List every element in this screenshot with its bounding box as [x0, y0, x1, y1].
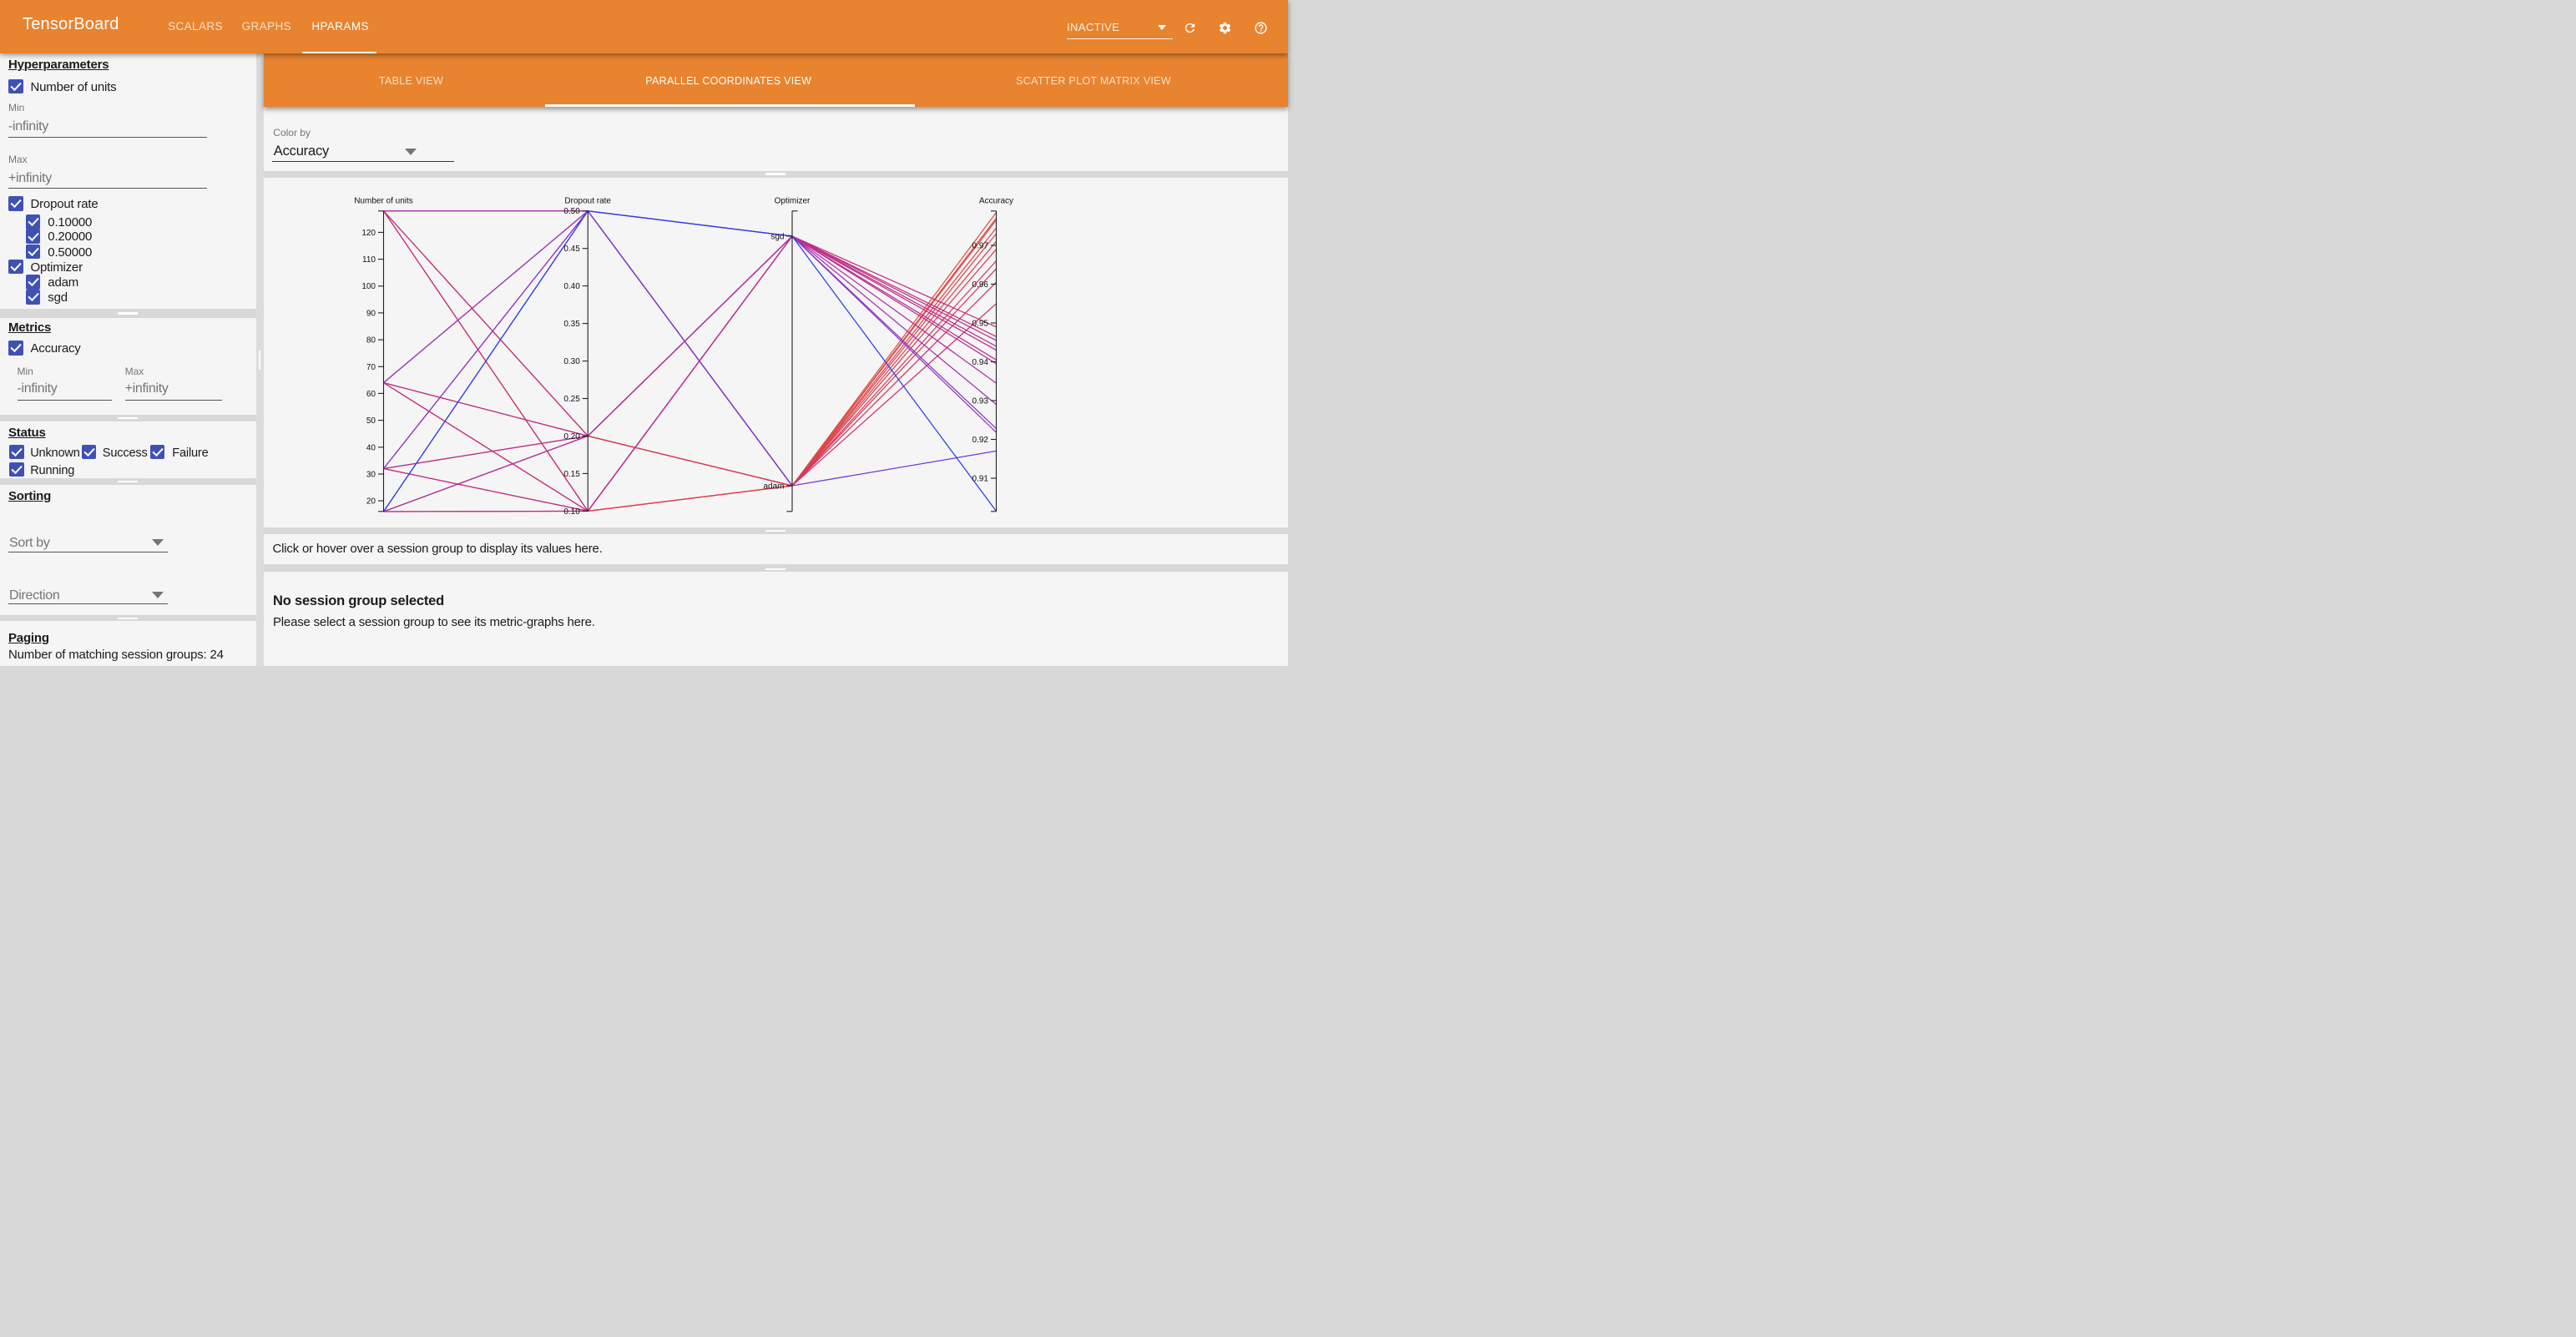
- svg-text:Dropout rate: Dropout rate: [564, 196, 611, 205]
- svg-text:0.35: 0.35: [563, 320, 580, 329]
- svg-text:100: 100: [361, 282, 376, 291]
- svg-text:0.25: 0.25: [563, 395, 580, 404]
- svg-text:Accuracy: Accuracy: [978, 196, 1013, 205]
- svg-text:0.93: 0.93: [972, 396, 988, 406]
- svg-text:20: 20: [366, 497, 376, 506]
- svg-text:30: 30: [366, 470, 376, 479]
- svg-text:90: 90: [366, 309, 376, 318]
- svg-text:110: 110: [362, 255, 376, 265]
- svg-text:0.50: 0.50: [563, 207, 580, 216]
- svg-text:0.94: 0.94: [972, 358, 988, 367]
- svg-text:0.40: 0.40: [563, 282, 580, 291]
- svg-text:0.20: 0.20: [563, 432, 580, 441]
- svg-text:0.96: 0.96: [972, 280, 988, 290]
- svg-text:sgd: sgd: [770, 232, 784, 241]
- svg-text:0.91: 0.91: [972, 474, 988, 483]
- svg-text:50: 50: [366, 416, 376, 426]
- svg-text:Number of units: Number of units: [354, 196, 413, 205]
- svg-text:120: 120: [361, 228, 376, 237]
- svg-text:0.92: 0.92: [972, 436, 988, 445]
- svg-text:40: 40: [366, 443, 376, 452]
- svg-text:0.97: 0.97: [972, 241, 988, 250]
- svg-text:60: 60: [366, 389, 376, 398]
- svg-text:80: 80: [366, 336, 376, 345]
- svg-text:70: 70: [366, 362, 376, 371]
- svg-text:0.30: 0.30: [563, 357, 580, 366]
- svg-text:0.45: 0.45: [563, 245, 580, 254]
- svg-text:0.15: 0.15: [563, 469, 580, 478]
- svg-text:0.10: 0.10: [563, 507, 580, 516]
- svg-text:adam: adam: [763, 482, 784, 491]
- svg-text:Optimizer: Optimizer: [774, 196, 810, 205]
- svg-text:0.95: 0.95: [972, 319, 988, 328]
